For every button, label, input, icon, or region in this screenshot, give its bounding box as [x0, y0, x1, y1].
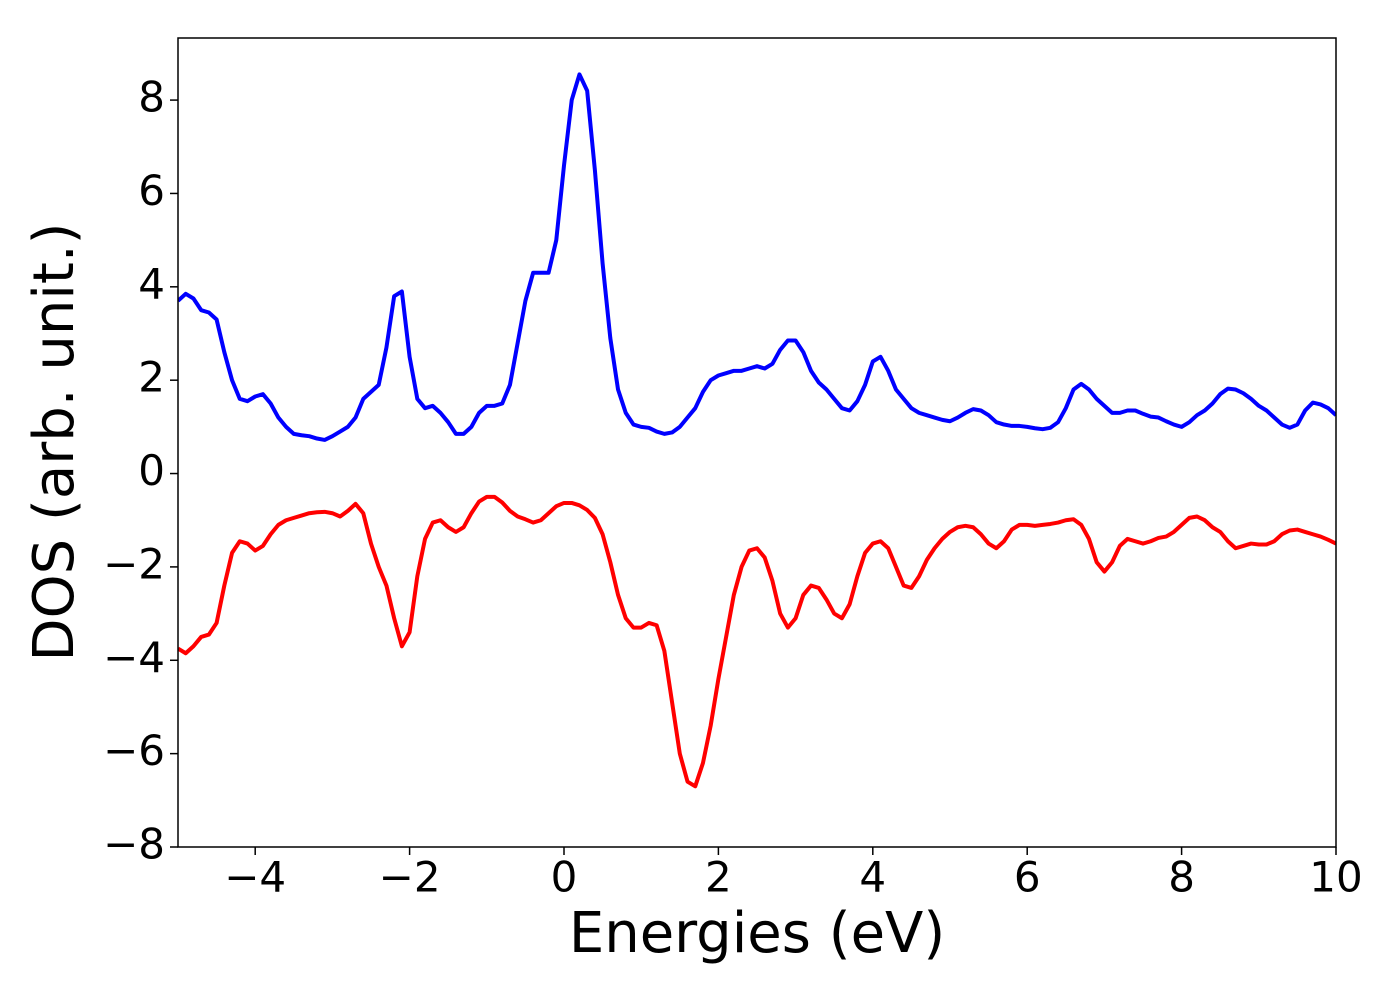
x-tick-label: 10: [1309, 853, 1362, 902]
y-tick-label: 8: [138, 73, 165, 122]
x-axis-label: Energies (eV): [569, 901, 945, 966]
y-axis-label: DOS (arb. unit.): [22, 222, 87, 661]
y-tick-label: −8: [103, 820, 165, 869]
x-tick-label: 6: [1014, 853, 1041, 902]
y-tick-label: 6: [138, 166, 165, 215]
x-tick-label: −4: [224, 853, 286, 902]
x-tick-label: 0: [551, 853, 578, 902]
x-tick-label: 4: [859, 853, 886, 902]
x-tick-label: 8: [1168, 853, 1195, 902]
y-tick-label: −6: [103, 726, 165, 775]
x-tick-label: −2: [379, 853, 441, 902]
y-tick-label: 0: [138, 446, 165, 495]
y-tick-label: −2: [103, 539, 165, 588]
plot-frame: [177, 37, 1337, 848]
data-line: [178, 72, 1336, 442]
x-tick-label: 2: [705, 853, 732, 902]
data-line: [178, 494, 1336, 789]
y-tick-label: 4: [138, 259, 165, 308]
y-tick-label: 2: [138, 353, 165, 402]
y-tick-label: −4: [103, 633, 165, 682]
